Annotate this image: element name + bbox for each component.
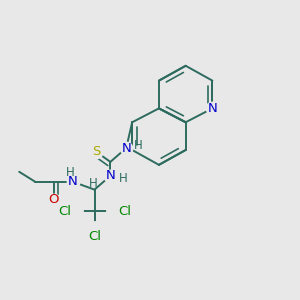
Text: H: H [89,177,98,190]
Text: Cl: Cl [118,205,131,218]
Text: H: H [66,166,75,179]
Text: Cl: Cl [88,230,101,243]
Text: N: N [68,175,78,188]
Text: H: H [118,172,127,184]
Text: H: H [134,139,142,152]
Text: Cl: Cl [58,205,71,218]
Text: N: N [208,102,217,115]
Text: N: N [106,169,115,182]
Text: O: O [49,193,59,206]
Text: N: N [121,142,131,154]
Text: S: S [92,146,101,158]
